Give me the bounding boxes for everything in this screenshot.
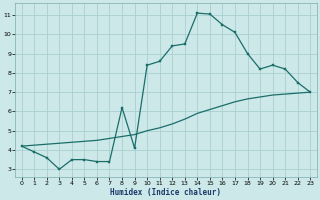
- X-axis label: Humidex (Indice chaleur): Humidex (Indice chaleur): [110, 188, 221, 197]
